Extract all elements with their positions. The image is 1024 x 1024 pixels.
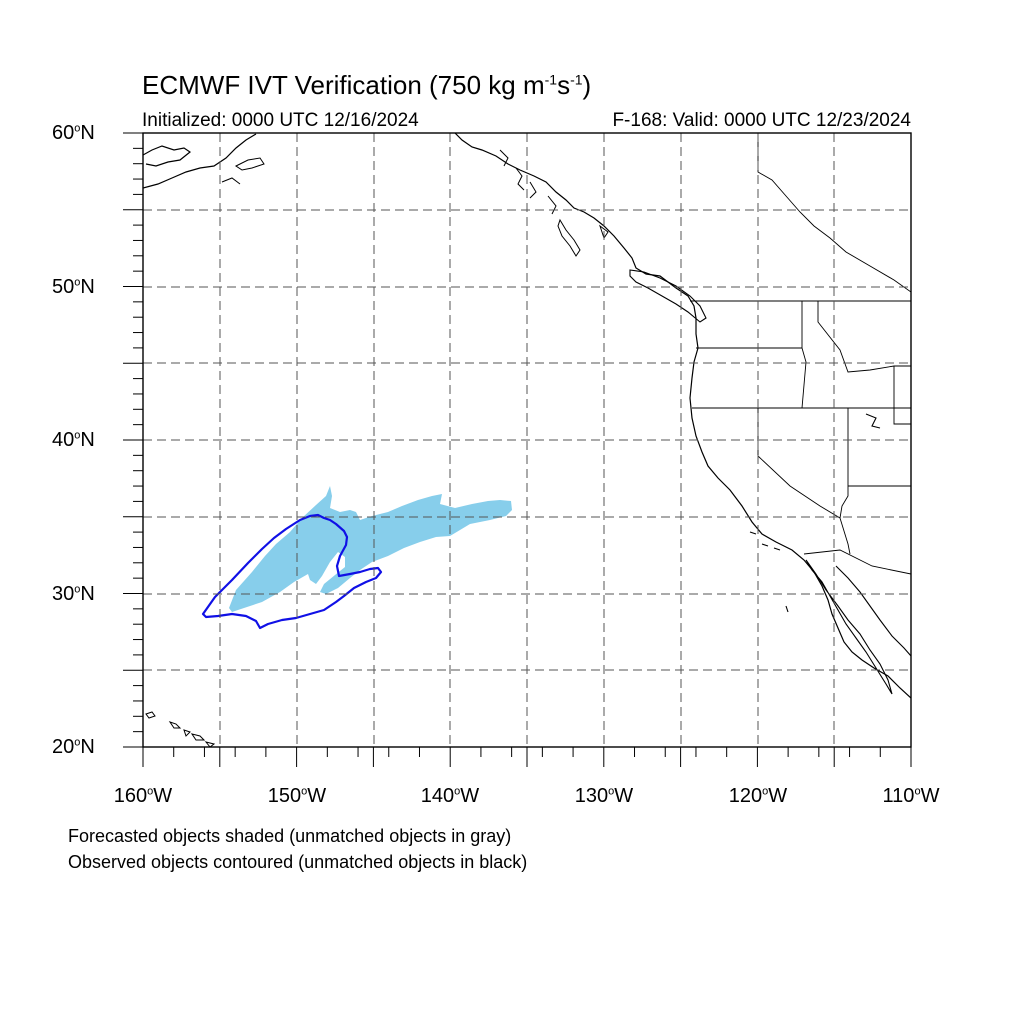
axis-ticks bbox=[123, 132, 912, 767]
lat-label-20n: 20oN bbox=[52, 736, 95, 758]
coastline-vancouver-island bbox=[629, 269, 707, 323]
lat-label-50n: 50oN bbox=[52, 276, 95, 298]
lon-label-110w: 110oW bbox=[882, 785, 940, 807]
lon-label-120w: 120oW bbox=[728, 785, 788, 807]
valid-time-label: F-168: Valid: 0000 UTC 12/23/2024 bbox=[612, 110, 911, 131]
state-borders bbox=[690, 133, 911, 575]
lon-label-140w: 140oW bbox=[420, 785, 480, 807]
lat-lon-grid bbox=[143, 133, 911, 747]
initialized-label: Initialized: 0000 UTC 12/16/2024 bbox=[142, 110, 419, 131]
coastline-panhandle-islands bbox=[221, 149, 609, 257]
lat-label-60n: 60oN bbox=[52, 122, 95, 144]
coastline-alaska bbox=[143, 133, 257, 189]
map-title: ECMWF IVT Verification (750 kg m-1s-1) bbox=[142, 70, 592, 100]
coastline-small-islands bbox=[749, 413, 881, 613]
lat-label-40n: 40oN bbox=[52, 429, 95, 451]
coastline-baja-california bbox=[805, 559, 911, 695]
coastline-hawaii bbox=[145, 711, 216, 747]
observed-legend-note: Observed objects contoured (unmatched ob… bbox=[68, 852, 528, 872]
lon-label-130w: 130oW bbox=[574, 785, 634, 807]
forecast-legend-note: Forecasted objects shaded (unmatched obj… bbox=[68, 826, 512, 846]
lat-label-30n: 30oN bbox=[52, 583, 95, 605]
forecast-object-shaded bbox=[229, 486, 512, 612]
lon-label-150w: 150oW bbox=[267, 785, 327, 807]
observed-object-contour bbox=[201, 513, 383, 630]
lon-label-160w: 160oW bbox=[113, 785, 173, 807]
